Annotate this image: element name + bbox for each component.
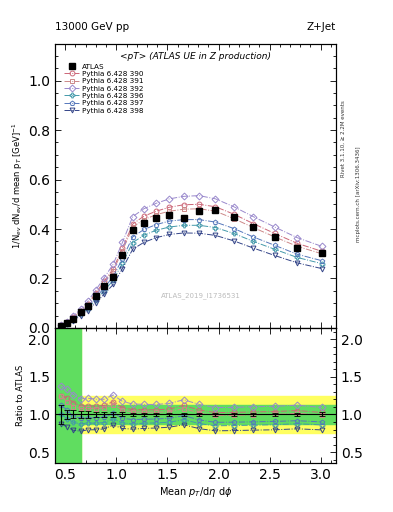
Text: 13000 GeV pp: 13000 GeV pp bbox=[55, 22, 129, 32]
Y-axis label: Ratio to ATLAS: Ratio to ATLAS bbox=[17, 365, 26, 426]
Text: Rivet 3.1.10, ≥ 2.2M events: Rivet 3.1.10, ≥ 2.2M events bbox=[341, 100, 346, 177]
Text: Z+Jet: Z+Jet bbox=[307, 22, 336, 32]
Text: ATLAS_2019_I1736531: ATLAS_2019_I1736531 bbox=[161, 293, 241, 300]
X-axis label: Mean $p_T$/d$\eta$ d$\phi$: Mean $p_T$/d$\eta$ d$\phi$ bbox=[159, 485, 232, 499]
Text: <pT> (ATLAS UE in Z production): <pT> (ATLAS UE in Z production) bbox=[120, 52, 271, 61]
Y-axis label: 1/N$_{ev}$ dN$_{ev}$/d mean p$_T$ [GeV]$^{-1}$: 1/N$_{ev}$ dN$_{ev}$/d mean p$_T$ [GeV]$… bbox=[11, 122, 26, 249]
Text: mcplots.cern.ch [arXiv:1306.3436]: mcplots.cern.ch [arXiv:1306.3436] bbox=[356, 147, 361, 242]
Legend: ATLAS, Pythia 6.428 390, Pythia 6.428 391, Pythia 6.428 392, Pythia 6.428 396, P: ATLAS, Pythia 6.428 390, Pythia 6.428 39… bbox=[61, 61, 145, 116]
